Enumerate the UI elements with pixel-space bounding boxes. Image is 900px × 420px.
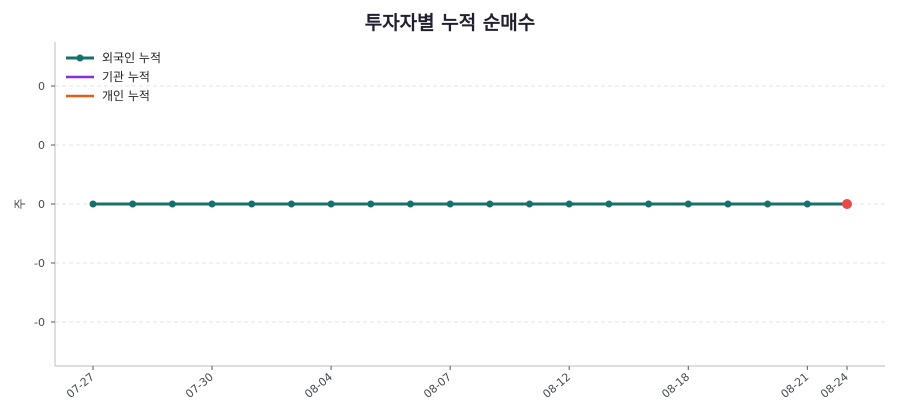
data-point <box>684 200 692 208</box>
data-point <box>248 200 256 208</box>
legend-label: 개인 누적 <box>102 89 150 103</box>
y-axis-label: 주 <box>13 198 27 209</box>
last-data-point <box>842 199 852 209</box>
y-tick-label: 0 <box>38 139 45 152</box>
data-point <box>724 200 732 208</box>
data-point <box>208 200 216 208</box>
chart-title: 투자자별 누적 순매수 <box>364 12 536 34</box>
legend-label: 외국인 누적 <box>102 51 161 65</box>
x-tick-label: 08-12 <box>540 370 573 401</box>
x-tick-label: 08-24 <box>818 370 851 401</box>
data-point <box>168 200 176 208</box>
data-point <box>645 200 653 208</box>
x-tick-label: 07-27 <box>64 370 97 401</box>
data-point <box>565 200 573 208</box>
x-tick-label: 08-18 <box>659 370 692 401</box>
data-point <box>764 200 772 208</box>
data-point <box>89 200 97 208</box>
y-tick-label: -0 <box>34 316 45 329</box>
x-tick-label: 08-21 <box>778 370 811 401</box>
data-point <box>526 200 534 208</box>
y-tick-label: -0 <box>34 257 45 270</box>
data-point <box>367 200 375 208</box>
x-tick-label: 08-07 <box>421 370 454 401</box>
data-point <box>605 200 613 208</box>
y-tick-label: 0 <box>38 198 45 211</box>
y-tick-label: 0 <box>38 80 45 93</box>
data-point <box>129 200 137 208</box>
data-point <box>446 200 454 208</box>
data-point <box>327 200 335 208</box>
legend-label: 기관 누적 <box>102 70 150 84</box>
data-point <box>287 200 295 208</box>
data-point <box>406 200 414 208</box>
data-point <box>486 200 494 208</box>
x-tick-label: 08-04 <box>302 370 335 401</box>
legend-marker <box>76 54 84 62</box>
x-tick-label: 07-30 <box>183 370 216 401</box>
data-point <box>803 200 811 208</box>
